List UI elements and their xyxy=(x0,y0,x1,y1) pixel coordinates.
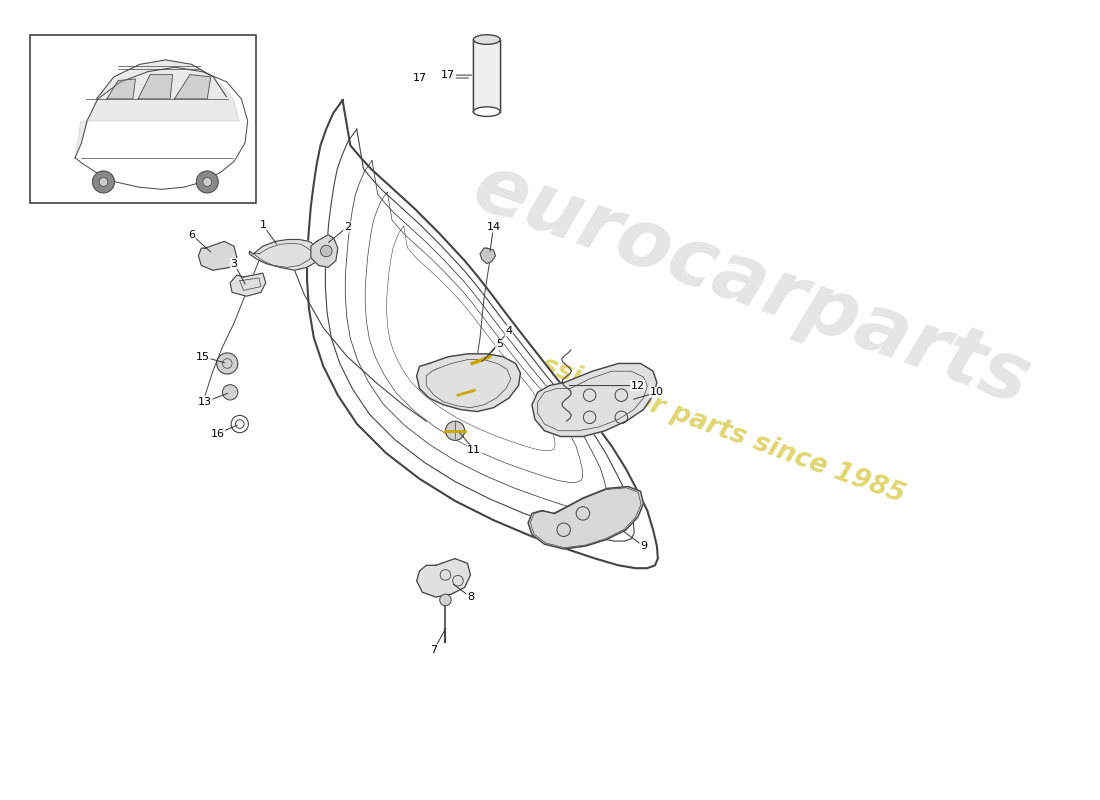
Ellipse shape xyxy=(473,34,500,44)
Circle shape xyxy=(446,421,464,440)
Text: 14: 14 xyxy=(486,222,500,232)
Text: 7: 7 xyxy=(430,645,438,655)
Polygon shape xyxy=(198,242,236,270)
Bar xyxy=(30,34,256,203)
Text: eurocarparts: eurocarparts xyxy=(462,148,1041,422)
Polygon shape xyxy=(473,39,500,112)
Polygon shape xyxy=(480,248,495,263)
Text: a passion for parts since 1985: a passion for parts since 1985 xyxy=(478,330,909,508)
Text: 12: 12 xyxy=(630,381,645,390)
Polygon shape xyxy=(528,486,644,549)
Text: 9: 9 xyxy=(640,541,647,551)
Circle shape xyxy=(320,246,332,257)
Text: 11: 11 xyxy=(468,445,482,455)
Text: 8: 8 xyxy=(466,592,474,602)
Text: 17: 17 xyxy=(441,70,455,80)
Text: 4: 4 xyxy=(505,326,513,336)
Text: 10: 10 xyxy=(650,387,664,398)
Circle shape xyxy=(196,171,218,193)
Text: 3: 3 xyxy=(231,258,238,269)
Polygon shape xyxy=(532,363,657,437)
Polygon shape xyxy=(307,100,658,568)
Circle shape xyxy=(217,353,238,374)
Polygon shape xyxy=(417,354,520,411)
Circle shape xyxy=(222,385,238,400)
Circle shape xyxy=(440,594,451,606)
Text: 6: 6 xyxy=(188,230,195,240)
Polygon shape xyxy=(311,234,338,267)
Circle shape xyxy=(231,415,249,433)
Circle shape xyxy=(99,178,108,186)
Polygon shape xyxy=(230,273,266,296)
Polygon shape xyxy=(417,558,471,597)
Text: 5: 5 xyxy=(496,339,503,350)
Ellipse shape xyxy=(473,107,500,117)
Text: 2: 2 xyxy=(344,222,351,232)
Circle shape xyxy=(202,178,211,186)
Text: 13: 13 xyxy=(198,397,212,407)
Polygon shape xyxy=(175,74,211,99)
Polygon shape xyxy=(250,239,320,270)
Circle shape xyxy=(92,171,114,193)
Polygon shape xyxy=(107,79,135,99)
Bar xyxy=(473,39,500,112)
Text: 16: 16 xyxy=(211,429,224,438)
Text: 15: 15 xyxy=(196,352,210,362)
Text: 17: 17 xyxy=(414,73,427,83)
Polygon shape xyxy=(139,74,173,99)
Polygon shape xyxy=(75,60,240,158)
Text: 1: 1 xyxy=(260,220,266,230)
